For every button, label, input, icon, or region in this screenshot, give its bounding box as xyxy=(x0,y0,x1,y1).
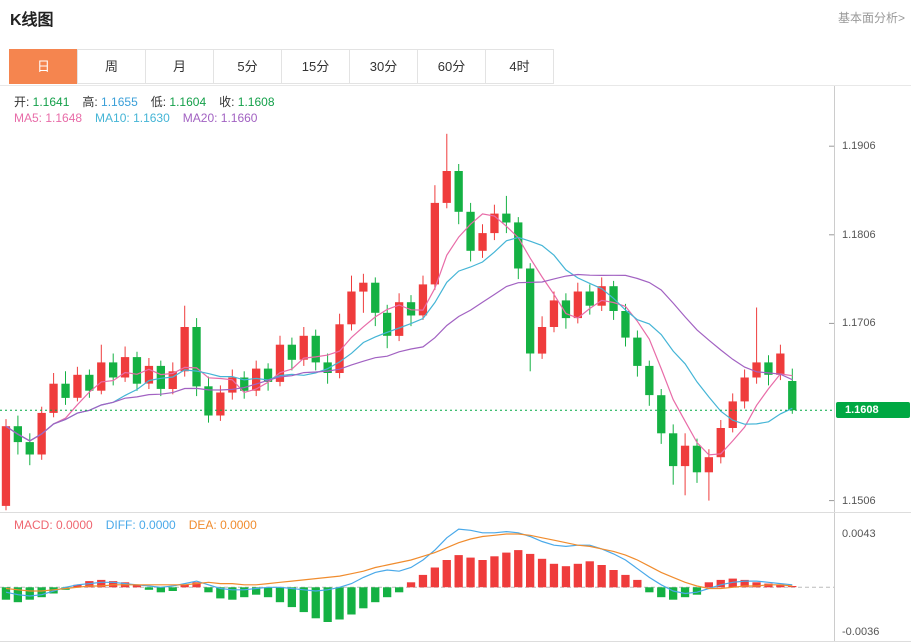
tab-week[interactable]: 周 xyxy=(77,49,146,84)
price-axis-label: 1.1806 xyxy=(842,228,876,241)
ma-legend: MA5: 1.1648 MA10: 1.1630 MA20: 1.1660 xyxy=(14,111,270,125)
tab-day[interactable]: 日 xyxy=(9,49,78,84)
candlestick-chart[interactable] xyxy=(0,86,834,513)
price-axis-label: 1.1906 xyxy=(842,140,876,153)
price-axis-label: 1.1706 xyxy=(842,317,876,330)
ohlc-legend: 开: 1.1641 高: 1.1655 低: 1.1604 收: 1.1608 xyxy=(14,93,288,110)
macd-legend-item: MACD: 0.0000 xyxy=(14,518,93,532)
macd-chart[interactable] xyxy=(0,513,834,643)
tab-30min[interactable]: 30分 xyxy=(349,49,418,84)
macd-legend-item: DEA: 0.0000 xyxy=(188,518,257,532)
candlestick-panel: 开: 1.1641 高: 1.1655 低: 1.1604 收: 1.1608 MA5… xyxy=(0,85,911,512)
price-axis: 1.1906 1.1806 1.1706 1.1506 1.1608 xyxy=(834,86,911,512)
macd-axis: 0.0043 -0.0036 xyxy=(834,513,911,641)
price-axis-label: 1.1506 xyxy=(842,494,876,507)
tab-60min[interactable]: 60分 xyxy=(417,49,486,84)
macd-axis-label: -0.0036 xyxy=(842,625,880,638)
ma-legend-item: MA5: 1.1648 xyxy=(14,111,83,125)
macd-legend: MACD: 0.0000 DIFF: 0.0000 DEA: 0.0000 xyxy=(14,518,270,532)
tab-4hour[interactable]: 4时 xyxy=(485,49,554,84)
ohlc-legend-item: 收: 1.1608 xyxy=(219,95,275,109)
macd-axis-label: 0.0043 xyxy=(842,528,876,541)
ma-legend-item: MA20: 1.1660 xyxy=(182,111,258,125)
ohlc-legend-item: 高: 1.1655 xyxy=(82,95,138,109)
page-title: K线图 xyxy=(10,12,54,29)
fundamental-analysis-link[interactable]: 基本面分析> xyxy=(837,11,905,25)
ohlc-legend-item: 低: 1.1604 xyxy=(150,95,207,109)
tab-month[interactable]: 月 xyxy=(145,49,214,84)
ma-legend-item: MA10: 1.1630 xyxy=(95,111,170,125)
period-tabs: 日周月 5分 15分 30分 60分 4时 xyxy=(9,49,554,84)
macd-legend-item: DIFF: 0.0000 xyxy=(105,518,176,532)
tab-15min[interactable]: 15分 xyxy=(281,49,350,84)
macd-panel: MACD: 0.0000 DIFF: 0.0000 DEA: 0.0000 0.00… xyxy=(0,512,911,642)
current-price-tag: 1.1608 xyxy=(836,402,910,419)
ohlc-legend-item: 开: 1.1641 xyxy=(14,95,70,109)
tab-5min[interactable]: 5分 xyxy=(213,49,282,84)
